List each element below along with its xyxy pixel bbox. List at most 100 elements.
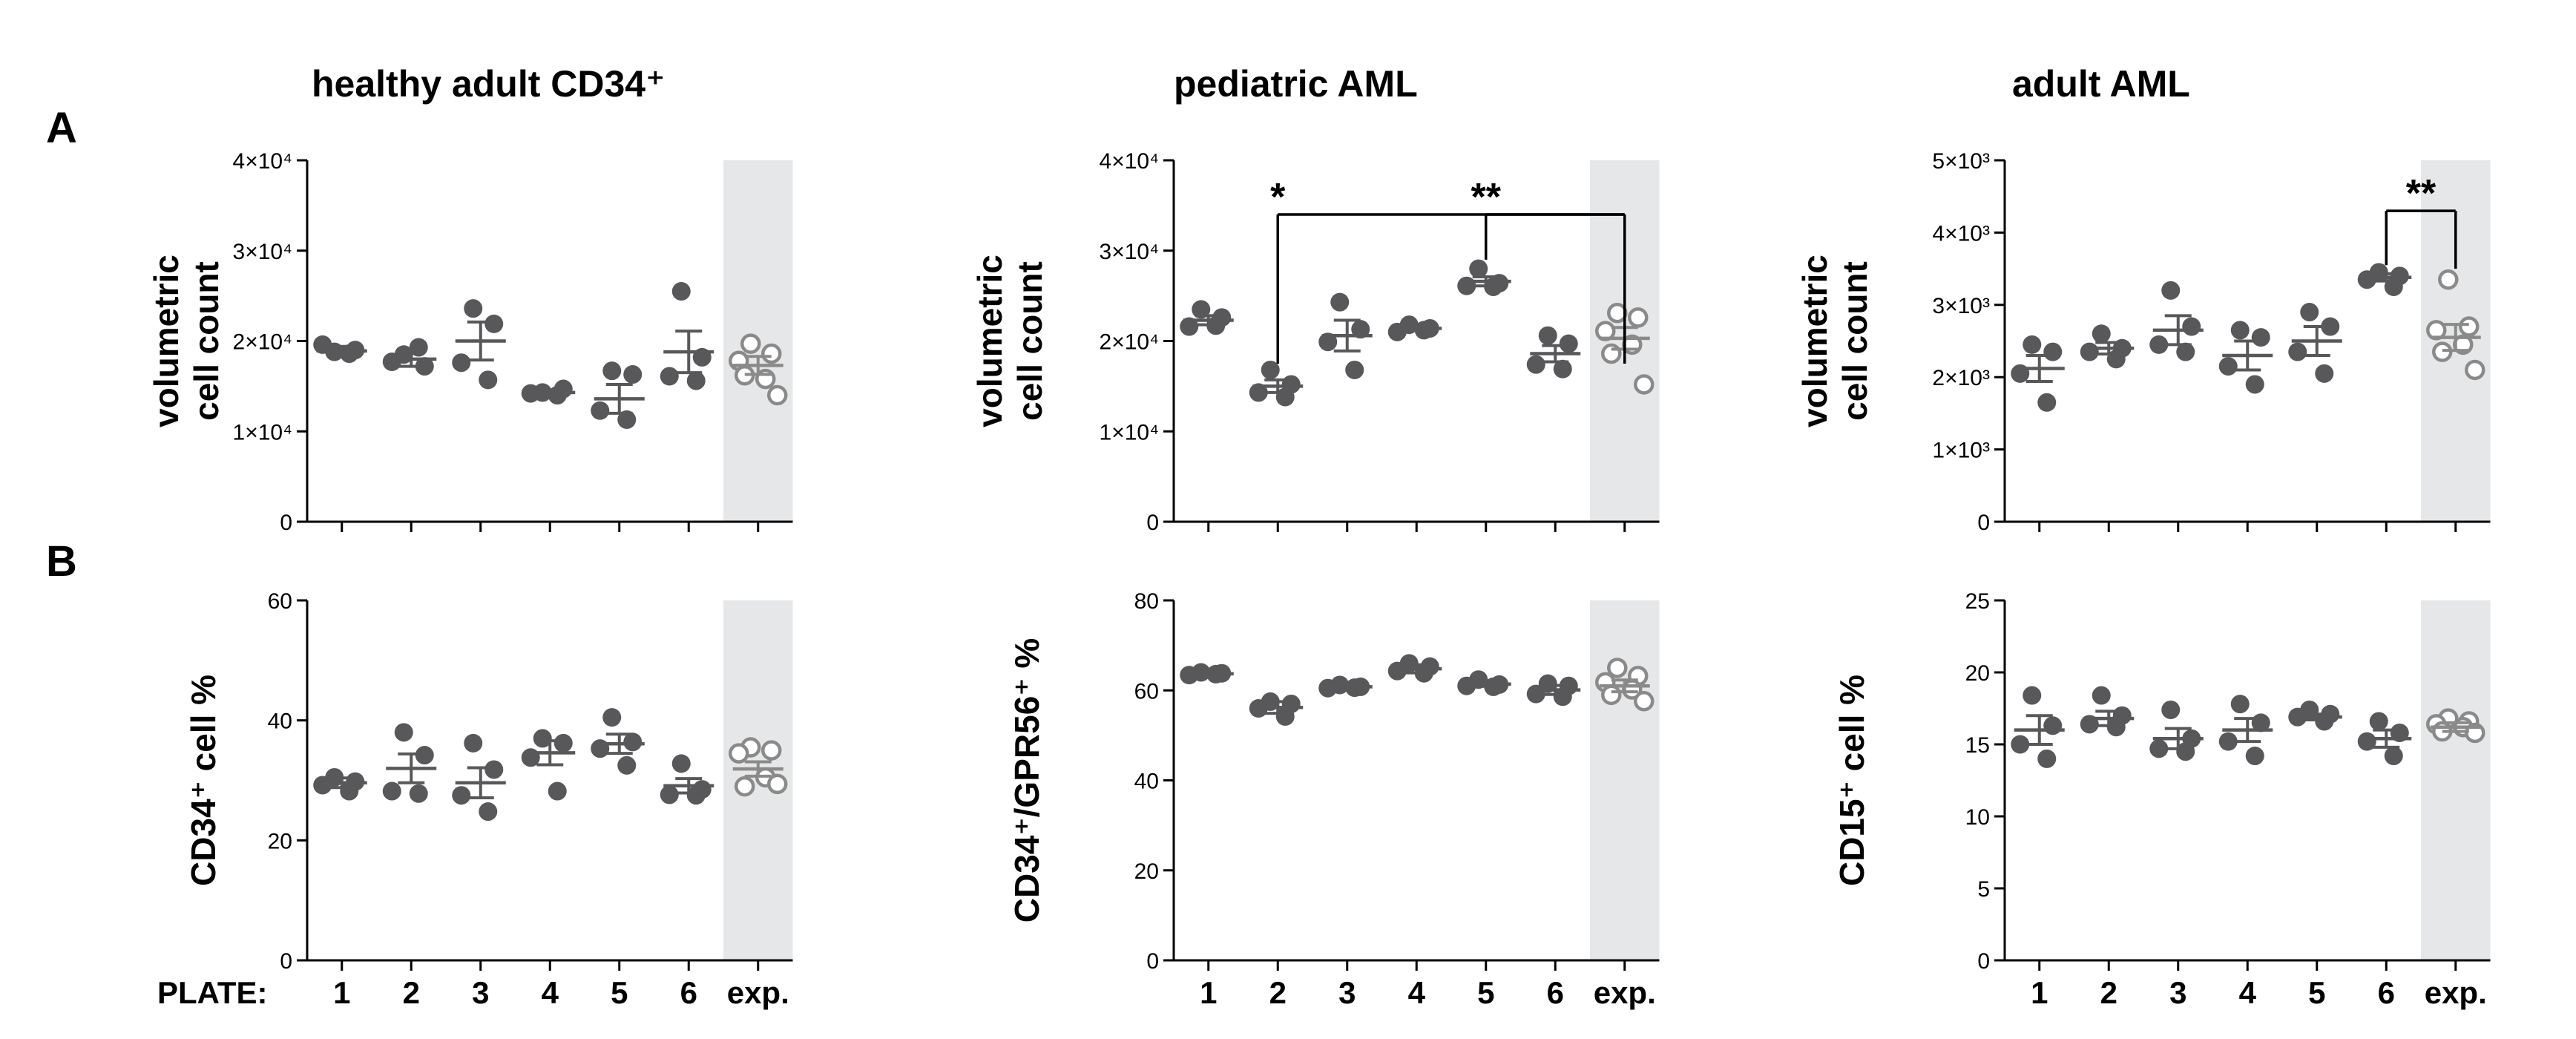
y-tick-label: 0 [1977, 949, 1990, 974]
data-point [548, 781, 567, 801]
column-title-pediatric: pediatric AML [1174, 63, 1418, 105]
data-point [2182, 317, 2201, 336]
data-point [452, 353, 471, 373]
data-point [591, 401, 610, 420]
data-point [623, 365, 643, 384]
x-tick-label: 3 [2169, 975, 2186, 1010]
shaded-region [2421, 600, 2491, 960]
y-tick-label: 3×10⁴ [233, 240, 292, 264]
y-axis-label-line2: cell count [1836, 261, 1874, 421]
y-tick-label: 2×10³ [1932, 366, 1990, 390]
data-point [2043, 716, 2063, 735]
y-axis-label: CD34⁺/GPR56⁺ % [1008, 638, 1046, 922]
data-point-open [1607, 303, 1628, 324]
chart-a-2: 0 1×10³ 2×10³ 3×10³ 4×10³ 5×10³ volumetric cell… [1795, 149, 2491, 535]
data-point [1553, 359, 1572, 378]
y-tick-label: 80 [1134, 589, 1159, 614]
data-point [553, 733, 573, 753]
data-point [2092, 686, 2111, 705]
x-tick-label: 4 [1408, 975, 1426, 1010]
y-tick-label: 0 [280, 511, 292, 535]
data-point-open [2459, 316, 2480, 337]
x-tick-label: exp. [2425, 975, 2487, 1010]
x-tick-label: 4 [542, 975, 559, 1010]
plate-label: PLATE: [157, 975, 268, 1010]
data-point [2384, 747, 2403, 766]
data-point [1553, 687, 1572, 707]
data-point [1387, 661, 1407, 681]
y-axis-label: CD15⁺ cell % [1833, 675, 1871, 886]
y-axis-label: CD34⁺ cell % [184, 675, 223, 886]
y-axis-label-line1: volumetric [1795, 255, 1834, 427]
data-point [2161, 700, 2181, 719]
data-point [617, 410, 637, 429]
data-point [2218, 732, 2238, 751]
x-tick-label: exp. [727, 975, 789, 1010]
data-point [2357, 270, 2376, 289]
data-point-open [729, 743, 749, 764]
column-title-healthy: healthy adult CD34⁺ [312, 63, 666, 105]
y-tick-label: 25 [1965, 589, 1990, 614]
data-point [2149, 335, 2169, 354]
data-point [2218, 357, 2238, 376]
x-tick-label: 2 [1269, 975, 1287, 1010]
y-tick-label: 40 [1134, 770, 1159, 794]
x-tick-label: 6 [1547, 975, 1564, 1010]
data-point [686, 371, 706, 390]
x-tick-label: 1 [2031, 975, 2048, 1010]
data-point [2011, 735, 2030, 754]
column-title-adult: adult AML [2012, 63, 2190, 105]
chart-b-0: 0 20 40 60 1 2 3 4 5 6 exp. CD34⁺ cell % [184, 589, 793, 1010]
data-point [479, 802, 498, 822]
y-axis-label-line2: cell count [1011, 261, 1049, 421]
data-point [686, 786, 706, 805]
data-point [2161, 281, 2181, 300]
data-point-open [1634, 691, 1655, 712]
y-tick-label: 0 [1146, 511, 1159, 535]
chart-a-0: 0 1×10⁴ 2×10⁴ 3×10⁴ 4×10⁴ volumetric cell coun… [147, 149, 793, 535]
data-point [464, 299, 483, 318]
x-tick-label: 3 [1338, 975, 1356, 1010]
data-point [1538, 326, 1557, 345]
data-point [671, 282, 691, 301]
panel-letter-a: A [46, 104, 77, 152]
y-axis-label-line1: volumetric [970, 255, 1009, 427]
data-point [1469, 259, 1488, 278]
data-point [2176, 742, 2195, 761]
y-tick-label: 1×10⁴ [233, 420, 292, 445]
y-tick-label: 15 [1965, 733, 1990, 758]
y-tick-label: 0 [280, 949, 292, 974]
data-point-open [1601, 684, 1622, 706]
x-tick-label: 1 [1200, 975, 1217, 1010]
data-point [2092, 324, 2111, 344]
data-point [409, 784, 428, 803]
data-point [484, 760, 504, 779]
data-point [382, 353, 401, 372]
chart-b-2: 0 5 10 15 20 25 1 2 3 4 5 6 exp. CD15⁺ cell % [1833, 589, 2491, 1010]
data-point [2315, 364, 2334, 383]
y-tick-label: 20 [268, 829, 292, 853]
y-tick-label: 5×10³ [1932, 149, 1990, 174]
y-tick-label: 0 [1977, 511, 1990, 535]
data-point-open [767, 384, 788, 406]
data-point [1261, 360, 1280, 379]
data-point [623, 732, 643, 752]
x-tick-label: 5 [2308, 975, 2325, 1010]
data-point [1275, 707, 1295, 726]
data-point [1249, 383, 1268, 402]
data-point [1192, 300, 1211, 319]
data-point [313, 776, 332, 795]
y-tick-label: 3×10³ [1932, 294, 1990, 318]
shaded-region [1590, 600, 1660, 960]
y-tick-label: 1×10³ [1932, 439, 1990, 463]
data-point-open [2465, 359, 2485, 381]
x-tick-label: 5 [611, 975, 628, 1010]
y-axis-label-line2: cell count [187, 261, 226, 421]
data-point [464, 733, 483, 753]
data-point-open [735, 776, 755, 797]
data-point [2251, 328, 2270, 347]
data-point-open [761, 343, 782, 364]
data-point [1351, 320, 1370, 339]
